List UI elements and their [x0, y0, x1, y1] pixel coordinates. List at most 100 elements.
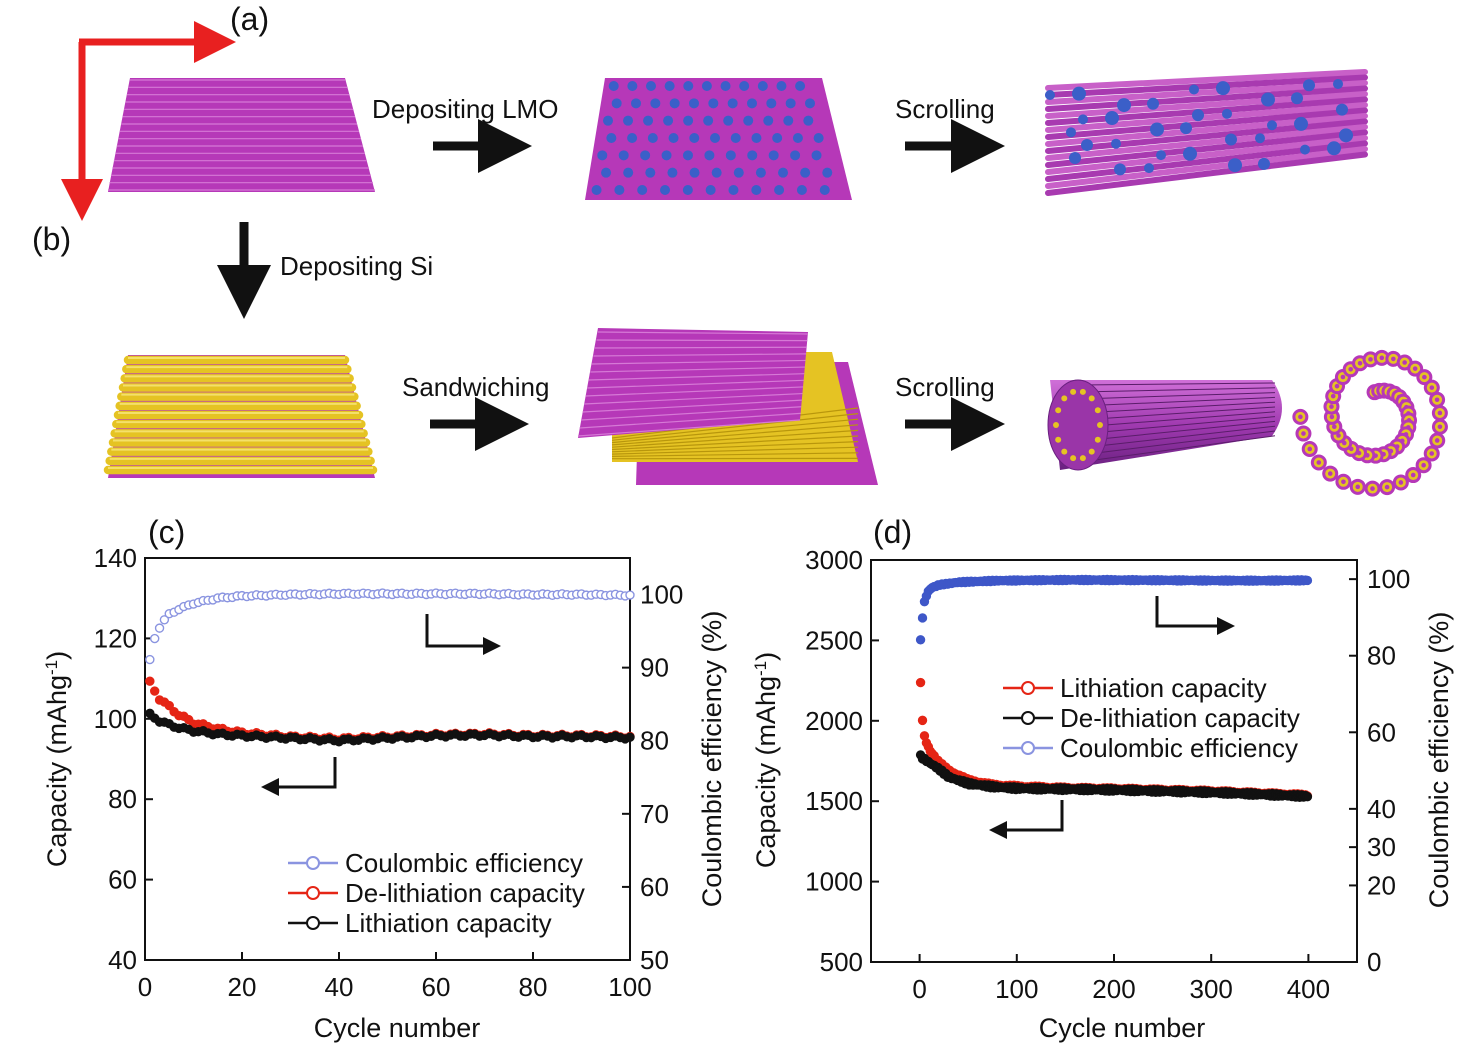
chart-d-legend-2: Coulombic efficiency [1060, 733, 1298, 763]
legend-marker-delith-d [1021, 711, 1035, 725]
chart-d-ylabel-left: Capacity (mAhg-1) [751, 652, 782, 868]
lmo-particle [1333, 78, 1343, 89]
legend-marker-lith-d [1021, 681, 1035, 695]
lmo-particle [623, 167, 634, 178]
lmo-particle [1228, 158, 1242, 173]
chart-c-legend-0: Coulombic efficiency [345, 848, 583, 878]
lmo-particle [747, 150, 758, 161]
chart-d-legend: Lithiation capacity De-lithiation capaci… [1003, 673, 1300, 763]
lmo-sheet [585, 78, 852, 200]
chart-c-right-axis-arrow [425, 614, 501, 655]
lmo-particle [1225, 133, 1237, 146]
lmo-particle [757, 81, 768, 91]
lmo-particle [774, 185, 785, 195]
lmo-particle [813, 133, 824, 143]
lmo-particle [591, 185, 602, 195]
lmo-particle [704, 150, 715, 161]
lmo-scroll [1045, 69, 1368, 196]
lmo-particle [1255, 133, 1265, 144]
lmo-particle [1216, 81, 1230, 96]
chart-d-legend-0: Lithiation capacity [1060, 673, 1267, 703]
point-coulombic-efficiency [154, 623, 165, 633]
lmo-particle [1147, 97, 1159, 110]
lmo-particle [1327, 141, 1341, 156]
lmo-particle [811, 150, 822, 161]
x-tick-label: 100 [995, 974, 1038, 1004]
lmo-particle [603, 115, 614, 126]
lmo-particle [669, 98, 680, 109]
point-lithiation-capacity [625, 732, 635, 742]
lmo-particle [618, 150, 629, 161]
point-coulombic-efficiency [149, 633, 160, 644]
lmo-particle [819, 185, 830, 195]
y-tick-label-right: 20 [1367, 870, 1396, 900]
lmo-particle [608, 81, 619, 91]
lmo-particle [739, 81, 750, 91]
lmo-particle [725, 150, 736, 161]
lmo-particle [643, 115, 654, 126]
lmo-particle [627, 81, 638, 91]
lmo-particle [1150, 122, 1164, 137]
lmo-particle [611, 98, 622, 109]
lmo-particle [601, 167, 612, 178]
x-tick-label: 60 [422, 972, 451, 1002]
point-coulombic-efficiency [917, 613, 928, 623]
x-tick-label: 20 [228, 972, 257, 1002]
lmo-particle [1336, 103, 1348, 116]
lmo-particle [1117, 98, 1131, 113]
legend-marker-delith [306, 886, 320, 900]
y-tick-label-left: 2000 [805, 706, 863, 736]
lmo-particle [614, 185, 625, 195]
lmo-particle [772, 133, 783, 143]
lmo-particle [1339, 128, 1353, 143]
label-depositing-si: Depositing Si [280, 251, 433, 281]
chart-c-left-axis-arrow [261, 757, 337, 796]
lmo-particle [646, 81, 656, 91]
label-sandwiching: Sandwiching [402, 372, 549, 402]
lmo-particle [751, 133, 762, 143]
point-coulombic-efficiency [159, 615, 170, 625]
lmo-particle [1045, 90, 1055, 100]
lmo-particle [1105, 111, 1119, 126]
chart-c-legend-1: De-lithiation capacity [345, 878, 585, 908]
lmo-particle [783, 115, 794, 126]
chart-c-legend-2: Lithiation capacity [345, 908, 552, 938]
graphene-sheet [108, 78, 375, 192]
y-tick-label-left: 120 [94, 623, 137, 653]
lmo-particle [710, 133, 720, 143]
panel-label-a: (a) [230, 1, 269, 37]
lmo-particle [1192, 109, 1204, 122]
lmo-particle [790, 150, 801, 161]
y-tick-label-right: 70 [640, 799, 669, 829]
lmo-particle [1189, 84, 1199, 95]
y-tick-label-right: 30 [1367, 832, 1396, 862]
lmo-particle [711, 167, 722, 178]
schematic: (a) (b) Depositing LMO Scrolling Deposit… [32, 1, 1448, 497]
point-de-lithiation-capacity [145, 676, 155, 686]
lmo-particle [730, 133, 741, 143]
point-de-lithiation-capacity [164, 700, 174, 711]
spiral-cross-section [1292, 349, 1448, 497]
lmo-particle [682, 150, 693, 161]
y-tick-label-left: 2500 [805, 625, 863, 655]
label-scrolling-top: Scrolling [895, 94, 995, 124]
lmo-particle [1222, 108, 1232, 119]
x-tick-label: 0 [912, 974, 926, 1004]
lmo-particle [768, 150, 779, 161]
chart-d-legend-1: De-lithiation capacity [1060, 703, 1300, 733]
lmo-particle [1156, 150, 1166, 161]
x-tick-label: 0 [138, 972, 152, 1002]
point-de-lithiation-capacity [1302, 791, 1313, 802]
lmo-particle [1144, 163, 1154, 174]
lmo-particle [785, 98, 796, 109]
lmo-particle [720, 81, 731, 91]
y-tick-label-right: 60 [1367, 717, 1396, 747]
panel-label-c: (c) [148, 514, 185, 550]
chart-c-frame [144, 557, 631, 961]
x-tick-label: 80 [519, 972, 548, 1002]
lmo-particle [766, 98, 777, 109]
point-coulombic-efficiency [1302, 575, 1313, 586]
lmo-particle [647, 133, 658, 143]
lmo-particle [805, 98, 815, 109]
